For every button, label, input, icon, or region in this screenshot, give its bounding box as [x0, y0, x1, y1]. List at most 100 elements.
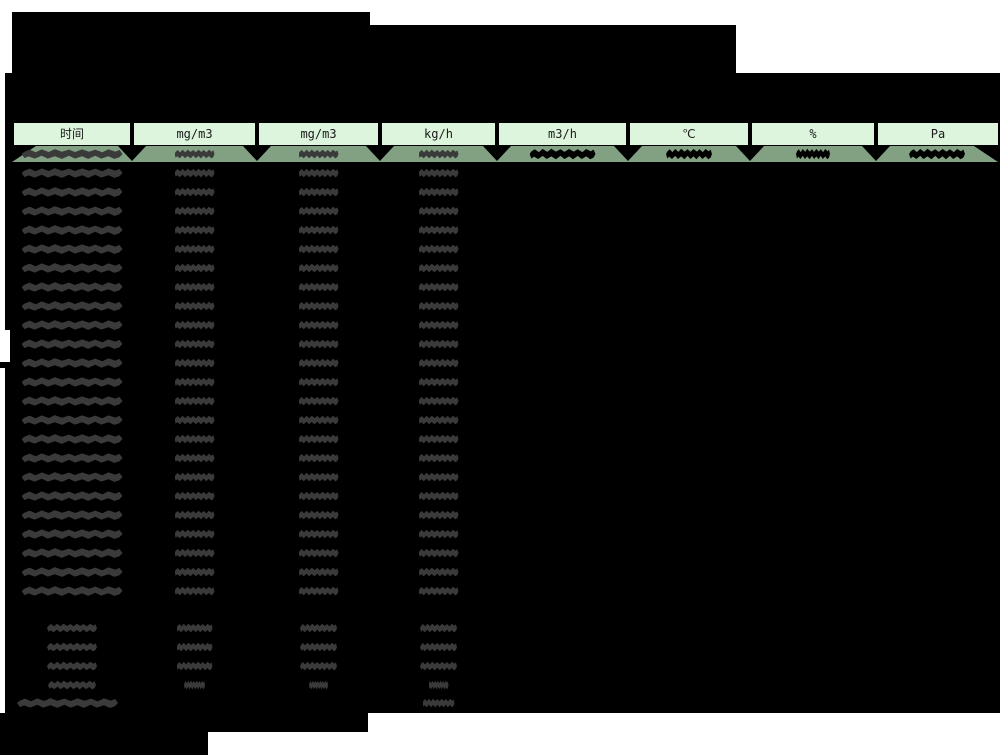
- redaction-footer-block-lower: [0, 731, 208, 755]
- redacted-cell-value: [298, 244, 339, 254]
- header-cell-mgm3-2: mg/m3: [259, 123, 378, 145]
- header-cell-kgh: kg/h: [382, 123, 495, 145]
- redacted-cell-value: [418, 529, 459, 539]
- redacted-cell-value: [422, 698, 455, 708]
- redacted-cell-value: [21, 282, 123, 292]
- redacted-cell-value: [21, 434, 123, 444]
- redacted-cell-value: [174, 263, 215, 273]
- redacted-cell-value: [174, 472, 215, 482]
- redacted-cell-value: [298, 567, 339, 577]
- redacted-cell-value: [176, 642, 213, 652]
- redacted-cell-value: [21, 358, 123, 368]
- redacted-cell-value: [17, 698, 118, 708]
- band-boundary-wedge: [118, 146, 146, 161]
- redacted-cell-value: [418, 320, 459, 330]
- redacted-cell-value: [298, 586, 339, 596]
- redacted-cell-value: [529, 148, 596, 160]
- redacted-cell-value: [174, 168, 215, 178]
- redacted-cell-value: [418, 548, 459, 558]
- redacted-cell-value: [298, 510, 339, 520]
- redaction-title-block-right: [368, 25, 736, 73]
- header-cell-pa: Pa: [878, 123, 998, 145]
- band-corner-right: [974, 146, 998, 162]
- redacted-cell-value: [21, 567, 123, 577]
- redacted-cell-value: [298, 453, 339, 463]
- band-boundary-wedge: [483, 146, 511, 161]
- redacted-cell-value: [21, 472, 123, 482]
- redacted-cell-value: [298, 149, 339, 159]
- header-cell-time: 时间: [14, 123, 130, 145]
- redacted-cell-value: [21, 453, 123, 463]
- redacted-cell-value: [418, 434, 459, 444]
- band-boundary-wedge: [366, 146, 394, 161]
- redacted-cell-value: [21, 377, 123, 387]
- redacted-cell-value: [300, 661, 337, 671]
- redacted-cell-value: [418, 168, 459, 178]
- redacted-cell-value: [21, 225, 123, 235]
- redaction-footer-block-upper: [0, 713, 368, 732]
- redacted-cell-value: [298, 377, 339, 387]
- redacted-cell-value: [174, 510, 215, 520]
- redacted-cell-value: [298, 548, 339, 558]
- redacted-cell-value: [174, 586, 215, 596]
- redacted-cell-value: [418, 263, 459, 273]
- redacted-cell-value: [418, 225, 459, 235]
- redacted-cell-value: [21, 510, 123, 520]
- redacted-cell-value: [298, 206, 339, 216]
- redacted-cell-value: [418, 358, 459, 368]
- redacted-cell-value: [174, 377, 215, 387]
- redacted-cell-value: [418, 339, 459, 349]
- redacted-cell-value: [298, 491, 339, 501]
- redacted-cell-value: [21, 339, 123, 349]
- redacted-cell-value: [418, 586, 459, 596]
- redacted-cell-value: [418, 510, 459, 520]
- redacted-cell-value: [174, 529, 215, 539]
- redacted-cell-value: [298, 168, 339, 178]
- redacted-cell-value: [298, 263, 339, 273]
- redacted-cell-value: [174, 301, 215, 311]
- redacted-cell-value: [176, 623, 213, 633]
- redacted-cell-value: [174, 396, 215, 406]
- redacted-cell-value: [418, 244, 459, 254]
- redacted-cell-value: [21, 320, 123, 330]
- redacted-cell-value: [418, 472, 459, 482]
- redacted-cell-value: [174, 244, 215, 254]
- redacted-cell-value: [418, 415, 459, 425]
- redacted-cell-value: [418, 206, 459, 216]
- left-margin-notch: [0, 330, 10, 362]
- redacted-cell-value: [174, 320, 215, 330]
- header-cell-celsius: ℃: [630, 123, 748, 145]
- redacted-cell-value: [418, 301, 459, 311]
- redacted-cell-value: [174, 358, 215, 368]
- redacted-cell-value: [418, 377, 459, 387]
- redacted-cell-value: [298, 358, 339, 368]
- header-cell-m3h: m3/h: [499, 123, 626, 145]
- redacted-cell-value: [298, 339, 339, 349]
- redacted-cell-value: [420, 642, 457, 652]
- redacted-cell-value: [21, 586, 123, 596]
- redaction-title-block-left: [12, 12, 370, 73]
- header-cell-percent: %: [752, 123, 874, 145]
- redacted-cell-value: [174, 206, 215, 216]
- redacted-cell-value: [309, 680, 328, 690]
- redacted-cell-value: [418, 453, 459, 463]
- redacted-cell-value: [909, 148, 965, 160]
- redacted-cell-value: [298, 396, 339, 406]
- header-cell-mgm3-1: mg/m3: [134, 123, 255, 145]
- redacted-cell-value: [418, 187, 459, 197]
- redacted-cell-value: [47, 623, 97, 633]
- redacted-cell-value: [418, 396, 459, 406]
- band-boundary-wedge: [614, 146, 642, 161]
- redacted-cell-value: [420, 623, 457, 633]
- left-margin-mark: [0, 362, 9, 368]
- redacted-cell-value: [418, 567, 459, 577]
- table-header-row: 时间 mg/m3 mg/m3 kg/h m3/h ℃ % Pa: [10, 121, 1000, 147]
- redacted-cell-value: [21, 548, 123, 558]
- redacted-cell-value: [21, 396, 123, 406]
- redacted-cell-value: [174, 225, 215, 235]
- redacted-cell-value: [21, 263, 123, 273]
- redacted-cell-value: [174, 491, 215, 501]
- redacted-cell-value: [420, 661, 457, 671]
- redacted-cell-value: [176, 661, 213, 671]
